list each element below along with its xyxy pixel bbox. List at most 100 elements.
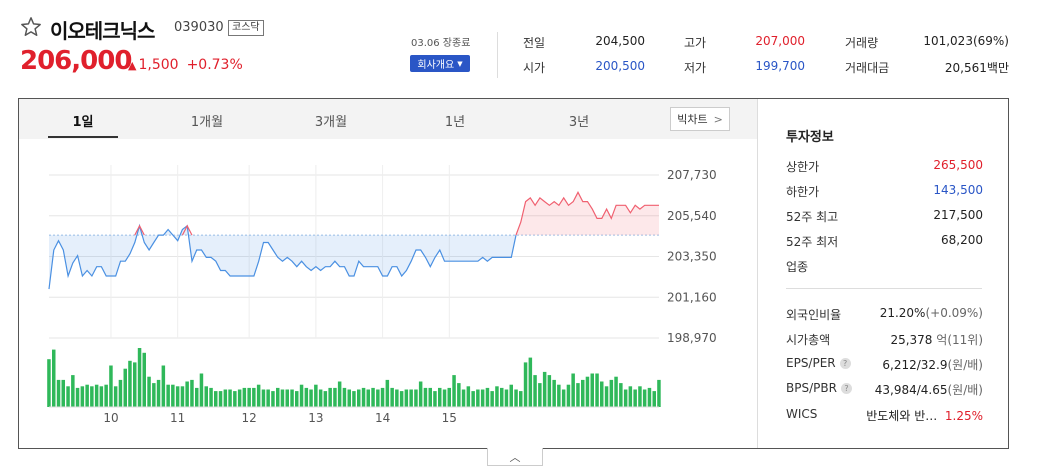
volume-bar <box>576 383 580 407</box>
volume-bar <box>428 387 432 407</box>
volume-bar <box>175 386 180 407</box>
tab-1day[interactable]: 1일 <box>72 115 94 130</box>
company-info-label: 회사개요 <box>417 60 455 71</box>
volume-bar <box>337 381 342 407</box>
volume-bar <box>323 391 328 407</box>
volume-bar <box>633 389 637 407</box>
y-tick-label: 205,540 <box>667 209 717 223</box>
volume-bar <box>166 384 170 407</box>
volume-bar <box>423 387 428 407</box>
wics-value[interactable]: 반도체와 반… 1.25% <box>866 407 983 424</box>
price-change: ▲ 1,500 +0.73% <box>128 57 243 73</box>
volume-bar <box>233 391 237 407</box>
y-tick-label: 201,160 <box>667 290 717 304</box>
low-label: 저가 <box>684 61 707 75</box>
volume-bar <box>137 348 142 407</box>
volume-bar <box>304 387 309 407</box>
eps-per-label: EPS/PER? <box>786 356 851 370</box>
price-spike <box>134 224 145 236</box>
tab-3month[interactable]: 3개월 <box>314 115 348 130</box>
volume-bar <box>533 375 537 407</box>
volume-bar <box>214 391 218 407</box>
volume-bar <box>266 389 270 407</box>
help-icon[interactable]: ? <box>840 383 852 394</box>
volume-bar <box>171 384 175 407</box>
x-tick-label: 10 <box>103 411 118 425</box>
volume-bar <box>452 375 456 407</box>
tab-3year[interactable]: 3년 <box>568 115 590 130</box>
volume-bar <box>252 387 256 407</box>
current-price: 206,000 <box>20 46 132 76</box>
volume-bar <box>614 376 618 407</box>
volume-bar <box>433 391 437 407</box>
market-badge: 코스닥 <box>228 20 264 36</box>
foreign-ratio: 21.20% <box>879 306 926 320</box>
volume-bar <box>523 362 528 407</box>
volume-bar <box>585 376 590 407</box>
bps-pbr: 43,984/4.65 <box>874 383 948 397</box>
divider <box>497 32 498 78</box>
volume-bar <box>442 389 447 407</box>
tab-1year[interactable]: 1년 <box>444 115 466 130</box>
volume-bar <box>538 383 542 407</box>
volume-bar <box>490 391 494 407</box>
volume-bar <box>295 391 299 407</box>
volume-bar <box>104 384 108 407</box>
y-tick-label: 207,730 <box>667 168 717 182</box>
stock-name: 이오테크닉스 <box>50 19 155 43</box>
wics-sector[interactable]: 반도체와 반… <box>866 409 938 423</box>
big-chart-button[interactable]: 빅차트 > <box>670 107 730 131</box>
volume-bar <box>333 387 337 407</box>
high52-label: 52주 최고 <box>786 210 839 224</box>
volume-bar <box>581 379 585 407</box>
volume-bar <box>90 386 94 407</box>
bps-pbr-value: 43,984/4.65(원/배) <box>875 381 983 398</box>
price-area-up <box>516 192 659 236</box>
volume-bar <box>376 389 380 407</box>
volume-bar <box>595 373 599 407</box>
volume-bar <box>590 373 594 407</box>
amount-unit: 백만 <box>986 61 1009 75</box>
volume-value: 101,023(69%) <box>923 34 1009 48</box>
volume-bar <box>395 389 399 407</box>
high-label: 고가 <box>684 36 707 50</box>
help-icon[interactable]: ? <box>839 358 851 369</box>
favorite-star-icon[interactable] <box>20 16 42 38</box>
volume-bar <box>647 387 652 407</box>
active-tab-underline <box>48 136 118 138</box>
volume-bar <box>314 384 318 407</box>
market-cap: 25,378 <box>890 333 933 347</box>
eps-per-text: EPS/PER <box>786 356 836 370</box>
volume-bar <box>657 379 661 407</box>
volume-bar <box>609 379 614 407</box>
volume-bar <box>133 362 137 407</box>
amount-number: 20,561 <box>944 61 987 75</box>
volume-bar <box>461 389 466 407</box>
volume-bar <box>495 386 499 407</box>
volume-bar <box>185 381 189 407</box>
amount-value: 20,561백만 <box>945 59 1009 76</box>
stock-code: 039030 <box>174 20 224 35</box>
bps-pbr-unit: (원/배) <box>947 383 984 397</box>
eps-per-value: 6,212/32.9(원/배) <box>882 356 983 373</box>
volume-bar <box>347 389 351 407</box>
volume-bar <box>561 389 566 407</box>
foreign-ratio-change: (+0.09%) <box>925 306 983 320</box>
volume-bar <box>237 389 242 407</box>
volume-bar <box>152 383 156 407</box>
volume-bar <box>128 360 132 407</box>
volume-bar <box>85 384 89 407</box>
volume-bar <box>623 389 628 407</box>
tab-1month[interactable]: 1개월 <box>190 115 224 130</box>
volume-bar <box>61 379 65 407</box>
volume-bar <box>228 389 232 407</box>
volume-bar <box>75 387 80 407</box>
foreign-ratio-value: 21.20%(+0.09%) <box>880 306 983 320</box>
volume-bar <box>361 387 366 407</box>
price-chart[interactable]: 207,730 205,540 203,350 201,160 198,970 10 11 1… <box>19 140 757 430</box>
y-tick-label: 198,970 <box>667 331 717 345</box>
company-info-button[interactable]: 회사개요 ▼ <box>410 55 470 72</box>
low52-value: 68,200 <box>941 233 983 247</box>
collapse-toggle-button[interactable]: ︿ <box>487 448 543 466</box>
volume-bar <box>519 391 523 407</box>
